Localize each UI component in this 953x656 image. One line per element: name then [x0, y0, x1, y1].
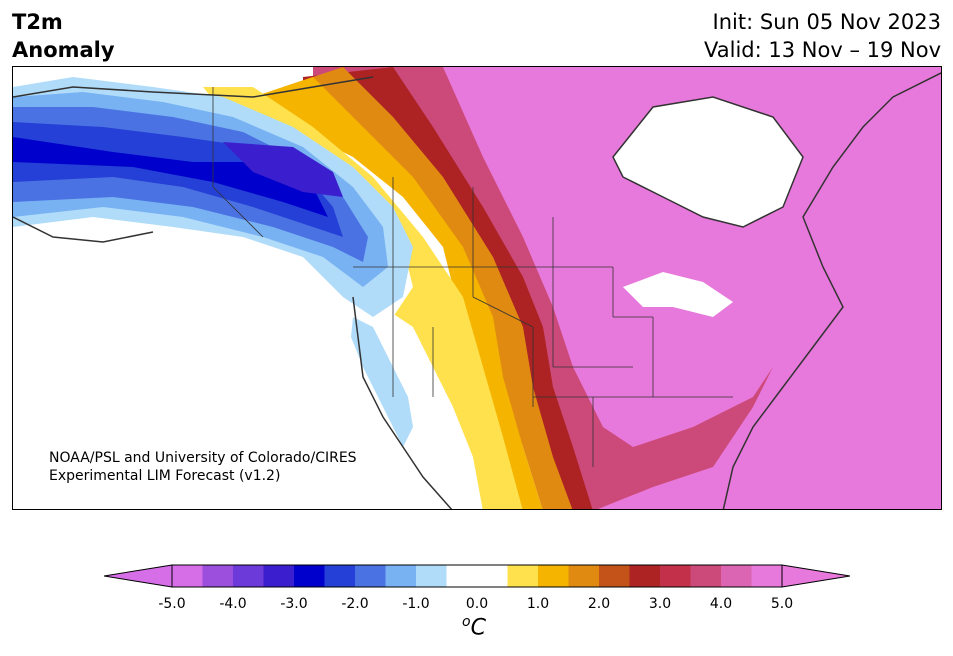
colorbar-cell — [751, 565, 783, 587]
colorbar-tick-label: 2.0 — [587, 596, 611, 612]
title-line-2: Anomaly — [12, 38, 115, 62]
colorbar-cell — [172, 565, 203, 587]
colorbar-cell — [568, 565, 600, 587]
map-title: T2m Anomaly — [12, 8, 115, 64]
colorbar-cell — [446, 565, 478, 587]
colorbar-cell — [385, 565, 417, 587]
colorbar-cell — [690, 565, 722, 587]
colorbar-cell — [660, 565, 691, 587]
colorbar-max-extend — [782, 565, 850, 587]
colorbar-cell — [416, 565, 447, 587]
colorbar-tick-label: 5.0 — [770, 596, 794, 612]
colorbar-tick-label: -5.0 — [158, 596, 186, 612]
colorbar-tick-label: -1.0 — [402, 596, 430, 612]
colorbar-cell — [355, 565, 386, 587]
forecast-period: Init: Sun 05 Nov 2023 Valid: 13 Nov – 19… — [704, 8, 941, 64]
units-degree: o — [462, 614, 471, 630]
colorbar-cell — [599, 565, 630, 587]
forecast-credit: NOAA/PSL and University of Colorado/CIRE… — [49, 449, 357, 485]
colorbar-cells — [172, 565, 783, 587]
map-canvas — [13, 67, 941, 509]
colorbar-cell — [477, 565, 508, 587]
colorbar — [104, 564, 850, 588]
colorbar-tick-label: -2.0 — [341, 596, 369, 612]
great-lakes — [623, 272, 733, 317]
colorbar-cell — [263, 565, 295, 587]
colorbar-cell — [507, 565, 539, 587]
coastlines — [13, 72, 941, 509]
anomaly-map — [12, 66, 942, 510]
colorbar-tick-label: 1.0 — [526, 596, 550, 612]
colorbar-frame — [171, 564, 783, 588]
colorbar-cell — [538, 565, 569, 587]
colorbar-cell — [294, 565, 325, 587]
colorbar-tick-label: 4.0 — [709, 596, 733, 612]
cold-anomaly-band-5 — [13, 137, 328, 217]
valid-range: Valid: 13 Nov – 19 Nov — [704, 38, 941, 62]
colorbar-cell — [629, 565, 661, 587]
west-coast-cold-region — [351, 317, 413, 447]
colorbar-cell — [202, 565, 234, 587]
colorbar-cell — [324, 565, 356, 587]
colorbar-min-extend — [104, 565, 172, 587]
init-date: Init: Sun 05 Nov 2023 — [712, 10, 941, 34]
colorbar-cell — [721, 565, 752, 587]
title-line-1: T2m — [12, 10, 63, 34]
political-borders — [212, 87, 733, 467]
credit-line-2: Experimental LIM Forecast (v1.2) — [49, 468, 281, 484]
units-celsius: C — [470, 615, 486, 641]
colorbar-tick-label: 0.0 — [465, 596, 489, 612]
hudson-bay — [613, 97, 803, 227]
colorbar-cell — [233, 565, 264, 587]
colorbar-tick-label: -4.0 — [219, 596, 247, 612]
cold-anomaly-core — [223, 142, 343, 197]
colorbar-units: oC — [462, 614, 486, 640]
colorbar-tick-label: 3.0 — [648, 596, 672, 612]
colorbar-tick-label: -3.0 — [280, 596, 308, 612]
credit-line-1: NOAA/PSL and University of Colorado/CIRE… — [49, 450, 357, 466]
colorbar-ticks: -5.0 -4.0 -3.0 -2.0 -1.0 0.0 1.0 2.0 3.0 4.0 5.0 — [0, 596, 953, 616]
